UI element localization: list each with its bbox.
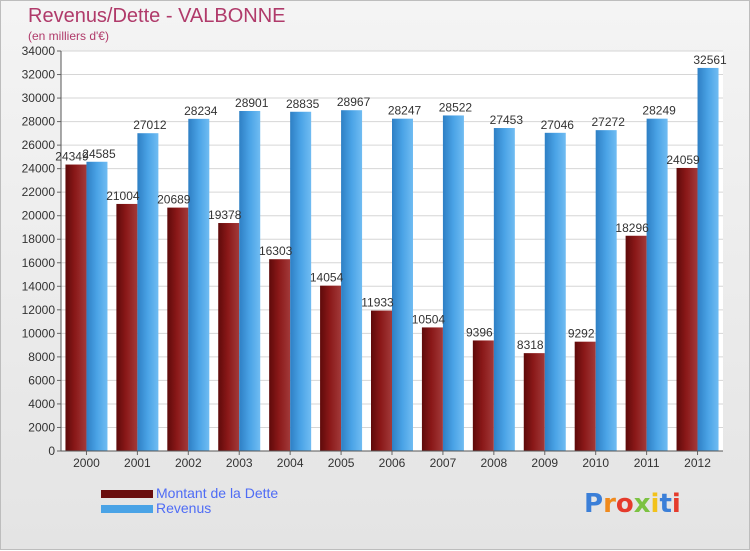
data-label-dette-2003: 19378 <box>208 208 242 222</box>
bar-revenus-2006 <box>392 119 413 451</box>
legend-swatch-dette <box>101 490 153 498</box>
bar-revenus-2000 <box>86 162 107 451</box>
x-tick-label-2012: 2012 <box>684 456 711 470</box>
proxiti-logo: Proxiti <box>584 489 681 519</box>
bar-dette-2008 <box>473 340 494 451</box>
bar-dette-2005 <box>320 286 341 451</box>
y-tick-label: 28000 <box>22 115 56 129</box>
y-tick-label: 8000 <box>28 350 55 364</box>
x-tick-label-2011: 2011 <box>634 456 660 470</box>
data-label-revenus-2011: 28249 <box>642 104 676 118</box>
bar-dette-2001 <box>116 204 137 451</box>
x-tick-label-2003: 2003 <box>226 456 253 470</box>
bar-revenus-2004 <box>290 112 311 451</box>
legend-label-dette: Montant de la Dette <box>156 485 278 501</box>
data-label-dette-2005: 14054 <box>310 271 344 285</box>
data-label-revenus-2001: 27012 <box>133 118 167 132</box>
data-label-dette-2010: 9292 <box>568 327 595 341</box>
bar-dette-2009 <box>524 353 545 451</box>
data-label-dette-2002: 20689 <box>157 193 191 207</box>
logo-letter: i <box>651 489 660 519</box>
bar-revenus-2005 <box>341 110 362 451</box>
bar-dette-2011 <box>626 236 647 451</box>
bar-dette-2003 <box>218 223 239 451</box>
bar-revenus-2012 <box>698 68 719 451</box>
data-label-revenus-2008: 27453 <box>490 113 524 127</box>
bar-revenus-2007 <box>443 115 464 451</box>
x-tick-label-2000: 2000 <box>73 456 100 470</box>
logo-letter: x <box>634 489 651 519</box>
data-label-dette-2012: 24059 <box>666 153 700 167</box>
data-label-dette-2009: 8318 <box>517 338 544 352</box>
x-tick-label-2002: 2002 <box>175 456 202 470</box>
data-label-revenus-2006: 28247 <box>388 104 422 118</box>
bar-revenus-2008 <box>494 128 515 451</box>
logo-letter: r <box>603 489 616 519</box>
y-tick-label: 22000 <box>22 185 56 199</box>
y-tick-label: 16000 <box>22 256 56 270</box>
bar-revenus-2002 <box>188 119 209 451</box>
data-label-revenus-2004: 28835 <box>286 97 320 111</box>
legend-swatch-revenus <box>101 505 153 513</box>
bar-dette-2010 <box>575 342 596 451</box>
data-label-revenus-2002: 28234 <box>184 104 218 118</box>
x-tick-label-2004: 2004 <box>277 456 304 470</box>
data-label-revenus-2007: 28522 <box>439 100 473 114</box>
y-tick-label: 4000 <box>28 397 55 411</box>
data-label-dette-2008: 9396 <box>466 325 493 339</box>
y-tick-label: 14000 <box>22 279 56 293</box>
bar-dette-2006 <box>371 311 392 451</box>
y-tick-label: 24000 <box>22 162 56 176</box>
bar-revenus-2001 <box>137 133 158 451</box>
data-label-dette-2006: 11933 <box>361 296 394 310</box>
data-label-revenus-2005: 28967 <box>337 95 371 109</box>
bar-revenus-2009 <box>545 133 566 451</box>
x-tick-label-2001: 2001 <box>124 456 151 470</box>
bar-revenus-2010 <box>596 130 617 451</box>
y-tick-label: 34000 <box>22 44 56 58</box>
data-label-dette-2011: 18296 <box>615 221 649 235</box>
y-tick-label: 2000 <box>28 420 55 434</box>
chart-frame: Revenus/Dette - VALBONNE (en milliers d'… <box>0 0 750 550</box>
logo-letter: t <box>659 489 671 519</box>
logo-letter: o <box>616 489 634 519</box>
x-tick-label-2005: 2005 <box>328 456 355 470</box>
y-tick-label: 12000 <box>22 303 56 317</box>
bar-dette-2002 <box>167 208 188 451</box>
logo-letter: P <box>584 489 603 519</box>
data-label-revenus-2010: 27272 <box>592 115 626 129</box>
data-label-revenus-2012: 32561 <box>693 53 727 67</box>
data-label-dette-2001: 21004 <box>106 189 140 203</box>
y-tick-label: 6000 <box>28 373 55 387</box>
data-label-revenus-2009: 27046 <box>541 118 575 132</box>
bar-revenus-2011 <box>647 119 668 451</box>
y-tick-label: 32000 <box>22 68 56 82</box>
x-tick-label-2007: 2007 <box>430 456 457 470</box>
data-label-dette-2007: 10504 <box>412 312 446 326</box>
bar-revenus-2003 <box>239 111 260 451</box>
bar-dette-2007 <box>422 327 443 451</box>
data-label-revenus-2000: 24585 <box>82 147 116 161</box>
bar-dette-2012 <box>677 168 698 451</box>
y-tick-label: 20000 <box>22 209 56 223</box>
bar-dette-2000 <box>65 165 86 451</box>
x-tick-label-2010: 2010 <box>582 456 609 470</box>
data-label-dette-2004: 16303 <box>259 244 293 258</box>
y-tick-label: 0 <box>48 444 55 458</box>
y-tick-label: 18000 <box>22 232 56 246</box>
x-tick-label-2008: 2008 <box>480 456 507 470</box>
bar-dette-2004 <box>269 259 290 451</box>
legend-label-revenus: Revenus <box>156 500 211 516</box>
x-tick-label-2006: 2006 <box>379 456 406 470</box>
y-tick-label: 26000 <box>22 138 56 152</box>
y-tick-label: 30000 <box>22 91 56 105</box>
bar-chart: 0 2000 4000 6000 8000 10000 12000 14000 16000 180… <box>1 1 750 551</box>
x-tick-label-2009: 2009 <box>531 456 558 470</box>
logo-letter: i <box>672 489 681 519</box>
data-label-revenus-2003: 28901 <box>235 96 269 110</box>
y-tick-label: 10000 <box>22 326 56 340</box>
